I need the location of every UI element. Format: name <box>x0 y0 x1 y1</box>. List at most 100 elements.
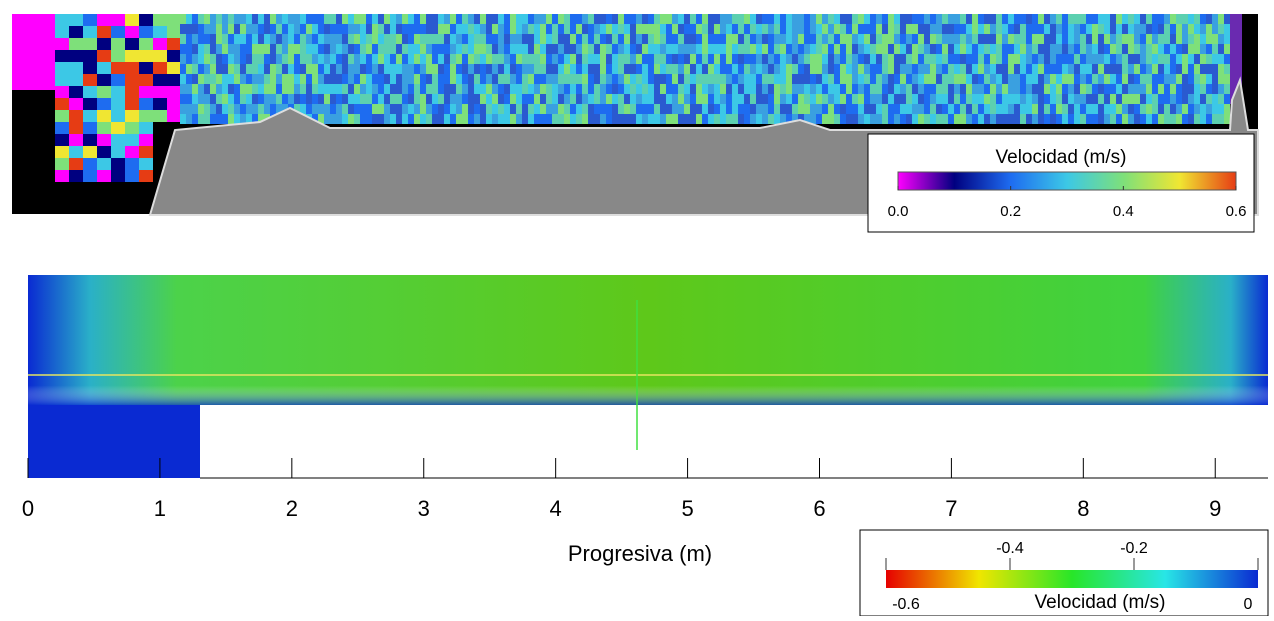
cell <box>348 34 354 44</box>
cell <box>906 14 912 24</box>
cell <box>816 104 822 114</box>
cell <box>648 54 654 64</box>
colorbar-tick-label: 0.6 <box>1226 203 1247 220</box>
cell <box>828 104 834 114</box>
cell <box>918 64 924 74</box>
cell <box>480 24 486 34</box>
cell <box>276 94 282 104</box>
cell <box>1200 54 1206 64</box>
cell <box>924 104 930 114</box>
cell <box>654 34 660 44</box>
cell <box>462 54 468 64</box>
colorbar-tick-label: -0.4 <box>996 540 1024 557</box>
cell <box>1176 34 1182 44</box>
cell <box>270 64 276 74</box>
cell <box>606 74 612 84</box>
cell <box>990 44 996 54</box>
cell <box>546 64 552 74</box>
cell <box>1218 34 1224 44</box>
cell <box>1056 44 1062 54</box>
cell <box>1146 64 1152 74</box>
cell <box>1002 74 1008 84</box>
cell <box>228 104 234 114</box>
cell <box>906 54 912 64</box>
cell <box>1146 94 1152 104</box>
cell <box>125 110 139 122</box>
cell <box>450 94 456 104</box>
cell <box>125 38 139 50</box>
cell <box>312 104 318 114</box>
cell <box>630 84 636 94</box>
cell <box>864 44 870 54</box>
cell <box>336 34 342 44</box>
cell <box>978 74 984 84</box>
cell <box>480 44 486 54</box>
cell <box>870 64 876 74</box>
cell <box>954 34 960 44</box>
cell <box>1020 44 1026 54</box>
cell <box>186 94 192 104</box>
cell <box>330 34 336 44</box>
velocity-field-shade <box>28 275 1268 405</box>
cell <box>125 86 139 98</box>
cell <box>1104 34 1110 44</box>
cell <box>1014 34 1020 44</box>
cell <box>624 64 630 74</box>
cell <box>1230 64 1236 74</box>
cell <box>990 114 996 124</box>
cell <box>210 64 216 74</box>
cell <box>1170 114 1176 124</box>
cell <box>924 14 930 24</box>
cell <box>882 44 888 54</box>
cell <box>1062 84 1068 94</box>
cell <box>816 74 822 84</box>
cell <box>918 104 924 114</box>
cell <box>1020 104 1026 114</box>
cell <box>978 114 984 124</box>
cell <box>1098 74 1104 84</box>
cell <box>1020 54 1026 64</box>
cell <box>1182 74 1188 84</box>
cell <box>1140 114 1146 124</box>
cell <box>540 54 546 64</box>
cell <box>1026 44 1032 54</box>
cell <box>858 74 864 84</box>
cell <box>768 64 774 74</box>
cell <box>702 14 708 24</box>
cell <box>726 84 732 94</box>
cell <box>192 94 198 104</box>
cell <box>228 14 234 24</box>
cell <box>300 44 306 54</box>
cell <box>390 84 396 94</box>
cell <box>1134 74 1140 84</box>
cell <box>282 74 288 84</box>
cell <box>372 14 378 24</box>
cell <box>180 104 186 114</box>
cell <box>216 64 222 74</box>
cell <box>282 84 288 94</box>
cell <box>978 24 984 34</box>
cell <box>1002 84 1008 94</box>
cell <box>55 74 69 86</box>
cell <box>822 34 828 44</box>
cell <box>486 14 492 24</box>
cell <box>1014 94 1020 104</box>
cell <box>1134 44 1140 54</box>
cell <box>708 74 714 84</box>
cell <box>534 54 540 64</box>
cell <box>432 54 438 64</box>
cell <box>1008 84 1014 94</box>
cell <box>876 94 882 104</box>
cell <box>360 104 366 114</box>
cell <box>954 24 960 34</box>
cell <box>900 14 906 24</box>
cell <box>768 54 774 64</box>
cell <box>732 64 738 74</box>
cell <box>468 104 474 114</box>
cell <box>858 94 864 104</box>
cell <box>936 94 942 104</box>
cell <box>942 24 948 34</box>
cell <box>912 14 918 24</box>
cell <box>420 74 426 84</box>
cell <box>678 54 684 64</box>
